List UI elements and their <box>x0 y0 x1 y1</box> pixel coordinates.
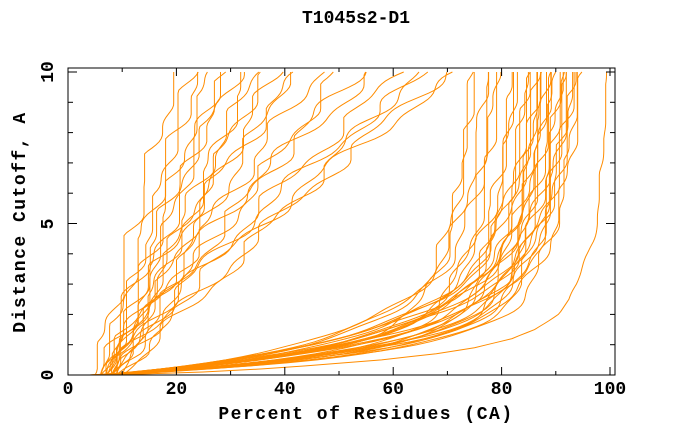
model-curve <box>122 72 564 376</box>
model-curve <box>110 71 404 376</box>
y-tick-label: 0 <box>39 369 59 381</box>
y-axis-label: Distance Cutoff, A <box>11 111 31 333</box>
x-tick-label: 100 <box>593 380 627 400</box>
model-curve <box>111 71 608 376</box>
model-curve <box>110 72 242 376</box>
model-curve <box>111 71 453 376</box>
model-curve <box>127 72 531 376</box>
model-curve <box>121 71 420 376</box>
plot-frame <box>67 67 616 376</box>
model-curve <box>122 72 542 376</box>
model-curve <box>95 71 552 376</box>
model-curve <box>100 72 561 376</box>
model-curve <box>121 71 260 376</box>
model-curve <box>100 72 538 376</box>
model-curve <box>94 72 175 376</box>
model-curve <box>100 71 294 376</box>
model-curve <box>100 72 199 376</box>
model-curve <box>122 72 502 376</box>
x-axis-label: Percent of Residues (CA) <box>218 405 514 425</box>
model-curves <box>89 71 608 376</box>
x-tick-label: 80 <box>490 380 513 400</box>
model-curve <box>116 71 367 376</box>
model-curve <box>95 72 578 376</box>
model-curve <box>105 72 574 376</box>
model-curve <box>111 72 552 376</box>
y-tick-label: 5 <box>39 218 59 229</box>
model-curve <box>105 71 199 376</box>
model-curve <box>100 72 575 376</box>
model-curve <box>89 72 547 376</box>
model-curve <box>116 71 557 376</box>
model-curve <box>105 71 261 376</box>
model-curve <box>100 71 367 376</box>
x-tick-label: 60 <box>382 380 404 400</box>
model-curve <box>116 71 227 376</box>
model-curve <box>95 72 489 376</box>
x-tick-label: 0 <box>62 380 74 400</box>
model-curve <box>110 71 208 375</box>
model-curve <box>105 71 429 376</box>
model-curve <box>111 71 583 376</box>
model-curve <box>100 72 567 376</box>
x-tick-label: 40 <box>273 380 296 400</box>
model-curve <box>105 71 334 376</box>
chart-title: T1045s2-D1 <box>301 9 411 29</box>
model-curve <box>111 72 292 376</box>
model-curve <box>116 71 284 375</box>
model-curve <box>116 72 577 376</box>
model-curve <box>116 72 475 376</box>
x-tick-label: 20 <box>165 380 188 400</box>
model-curve <box>105 72 498 376</box>
model-curve <box>105 72 552 376</box>
model-curve <box>116 71 448 376</box>
model-curve <box>111 71 565 376</box>
model-curve <box>100 72 245 376</box>
y-tick-label: 10 <box>39 61 59 83</box>
model-curve <box>116 72 542 376</box>
